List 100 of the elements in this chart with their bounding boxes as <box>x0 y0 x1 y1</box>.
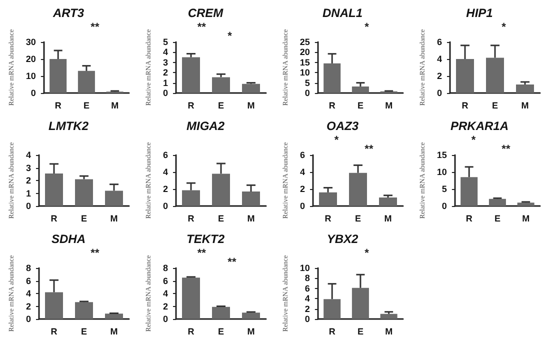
y-tick-label: 2 <box>304 304 310 314</box>
y-tick-label: 20 <box>300 47 310 58</box>
x-tick-label: E <box>354 214 362 224</box>
y-tick-label: 4 <box>304 294 310 304</box>
x-tick-label: E <box>218 326 224 336</box>
text: ** <box>90 22 100 34</box>
x-tick-label: R <box>50 326 58 336</box>
x-tick-label: M <box>247 100 255 110</box>
y-tick-label: 4 <box>162 167 168 177</box>
y-tick-label: 0 <box>442 201 447 211</box>
y-tick-label: 2 <box>300 184 305 194</box>
y-tick-label: 0 <box>26 314 31 324</box>
y-tick-label: 0 <box>30 88 36 98</box>
y-tick-label: 0 <box>162 88 168 98</box>
x-tick-label: E <box>218 100 224 110</box>
x-tick-label: E <box>357 100 364 110</box>
x-tick-label: E <box>83 100 90 110</box>
y-tick-label: 5 <box>304 78 310 88</box>
x-tick-label: M <box>385 100 393 110</box>
x-tick-label: M <box>384 214 392 224</box>
y-tick-label: 6 <box>26 276 31 286</box>
y-tick-label: 1 <box>162 78 168 88</box>
x-tick-label: R <box>324 214 332 224</box>
y-tick-label: 4 <box>162 47 168 58</box>
y-tick-label: 0 <box>162 314 168 324</box>
text: * <box>364 22 370 34</box>
x-tick-label: R <box>466 214 473 224</box>
x-tick-label: R <box>328 326 336 336</box>
y-tick-label: 20 <box>26 54 36 64</box>
chart-title: PRKAR1A <box>450 119 509 133</box>
x-tick-label: E <box>357 326 364 336</box>
text: * <box>334 134 340 146</box>
x-tick-label: E <box>80 326 88 336</box>
y-tick-label: 8 <box>304 273 310 284</box>
y-tick-label: 10 <box>26 71 36 81</box>
x-tick-label: R <box>54 100 62 110</box>
x-tick-label: R <box>188 214 195 224</box>
y-tick-label: 6 <box>162 150 168 160</box>
x-tick-label: M <box>247 326 255 336</box>
y-tick-label: 4 <box>300 167 305 177</box>
chart-title: OAZ3 <box>326 119 359 133</box>
y-tick-label: 15 <box>300 57 310 68</box>
y-tick-label: 0 <box>304 88 310 98</box>
x-tick-label: M <box>111 100 119 110</box>
text: ** <box>90 248 100 260</box>
text: ** <box>197 248 207 260</box>
y-tick-label: 4 <box>26 288 31 298</box>
y-tick-label: 2 <box>162 68 168 78</box>
text: ** <box>197 22 207 34</box>
chart-title: SDHA <box>51 232 86 246</box>
y-tick-label: 6 <box>162 276 168 286</box>
y-tick-label: 0 <box>436 88 442 98</box>
x-tick-label: M <box>385 326 393 336</box>
x-tick-label: R <box>328 100 336 110</box>
chart-title: YBX2 <box>326 232 358 246</box>
chart-title: TEKT2 <box>186 232 225 246</box>
y-tick-label: 0 <box>304 314 310 324</box>
x-tick-label: R <box>188 100 195 110</box>
y-tick-label: 2 <box>162 301 168 312</box>
y-tick-label: 0 <box>26 201 31 211</box>
y-tick-label: 8 <box>26 263 31 273</box>
text: ** <box>502 144 511 156</box>
text: * <box>502 22 507 34</box>
text: * <box>471 134 476 146</box>
y-tick-label: 0 <box>300 201 305 211</box>
y-tick-label: 3 <box>26 162 31 173</box>
y-tick-label: 6 <box>436 37 442 47</box>
annotation: * <box>228 30 233 42</box>
y-tick-label: 25 <box>300 37 310 47</box>
y-tick-label: 4 <box>26 150 31 160</box>
y-tick-label: 15 <box>436 150 447 160</box>
y-tick-label: 2 <box>162 184 168 194</box>
y-tick-label: 2 <box>436 71 442 81</box>
x-tick-label: M <box>521 100 529 110</box>
y-tick-label: 2 <box>26 301 31 312</box>
y-tick-label: 2 <box>26 176 31 186</box>
y-tick-label: 3 <box>162 57 168 68</box>
y-tick-label: 0 <box>162 201 168 211</box>
y-tick-label: 10 <box>300 263 310 273</box>
chart-title: MIGA2 <box>186 119 225 133</box>
y-tick-label: 6 <box>304 283 310 294</box>
y-tick-label: 5 <box>162 37 168 47</box>
x-tick-label: R <box>462 100 469 110</box>
y-tick-label: 5 <box>442 184 447 194</box>
chart-title: ART3 <box>52 6 84 20</box>
x-tick-label: R <box>188 326 195 336</box>
x-tick-label: E <box>218 214 224 224</box>
x-tick-label: E <box>492 100 498 110</box>
chart-title: DNAL1 <box>322 6 363 20</box>
chart-title: HIP1 <box>466 6 494 20</box>
text: * <box>364 248 370 260</box>
x-tick-label: E <box>494 214 500 224</box>
y-tick-label: 6 <box>300 150 305 160</box>
y-tick-label: 10 <box>436 167 447 177</box>
chart-title: LMTK2 <box>48 119 89 133</box>
chart-title: CREM <box>188 6 224 20</box>
x-tick-label: R <box>50 214 58 224</box>
text: ** <box>364 144 374 156</box>
y-tick-label: 10 <box>300 68 310 78</box>
text: ** <box>228 256 237 268</box>
